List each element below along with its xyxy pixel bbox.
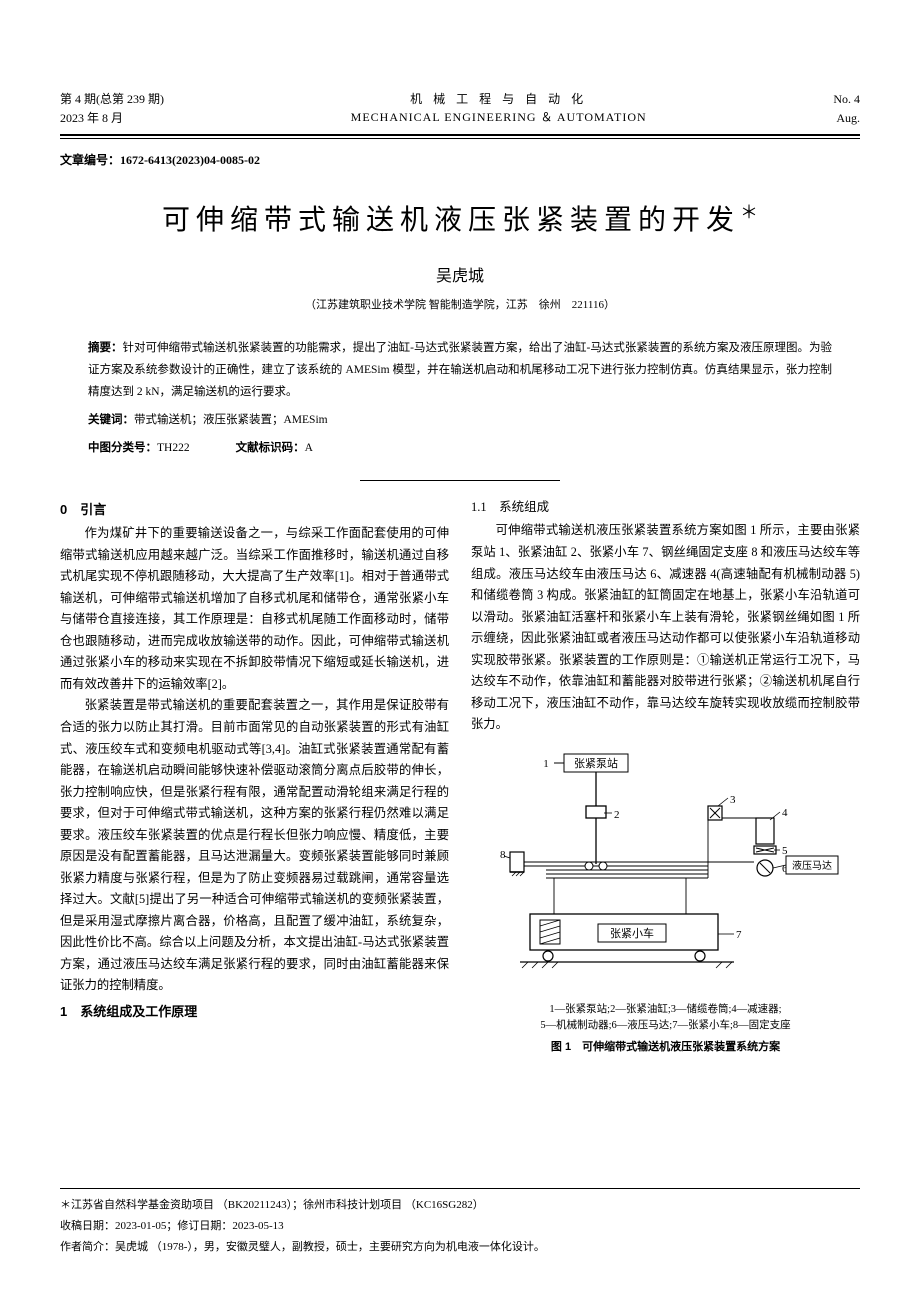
keywords-label: 关键词： bbox=[88, 414, 134, 426]
page-header: 第 4 期(总第 239 期) 2023 年 8 月 机 械 工 程 与 自 动… bbox=[60, 90, 860, 128]
keywords: 关键词：带式输送机；液压张紧装置；AMESim bbox=[88, 410, 832, 432]
footnote-funding: ＊江苏省自然科学基金资助项目 （BK20211243）；徐州市科技计划项目 （K… bbox=[60, 1195, 860, 1216]
fig-num-2: 2 bbox=[614, 809, 620, 821]
header-right: No. 4 Aug. bbox=[833, 90, 860, 128]
figure-1-part-labels: 1—张紧泵站;2—张紧油缸;3—储缆卷筒;4—减速器;5—机械制动器;6—液压马… bbox=[471, 1002, 860, 1036]
left-column: 0 引言 作为煤矿井下的重要输送设备之一，与综采工作面配套使用的可伸缩带式输送机… bbox=[60, 495, 449, 1058]
doc-code-value: A bbox=[305, 442, 313, 454]
subsection-1-1-title: 1.1 系统组成 bbox=[471, 497, 860, 519]
fig-num-3: 3 bbox=[730, 794, 736, 806]
paragraph-1: 作为煤矿井下的重要输送设备之一，与综采工作面配套使用的可伸缩带式输送机应用越来越… bbox=[60, 523, 449, 695]
fig-num-7: 7 bbox=[736, 929, 742, 941]
article-id-value: ：1672-6413(2023)04-0085-02 bbox=[108, 153, 260, 167]
issue-line-1: 第 4 期(总第 239 期) bbox=[60, 90, 164, 109]
title-star: ＊ bbox=[740, 203, 758, 223]
abstract-text: 针对可伸缩带式输送机张紧装置的功能需求，提出了油缸-马达式张紧装置方案，给出了油… bbox=[88, 342, 832, 398]
article-id: 文章编号：1672-6413(2023)04-0085-02 bbox=[60, 151, 860, 168]
header-rule-thick bbox=[60, 134, 860, 136]
doc-code-label: 文献标识码： bbox=[236, 442, 305, 454]
fig-num-8: 8 bbox=[500, 849, 506, 861]
clc-label: 中图分类号： bbox=[88, 442, 157, 454]
header-journal: 机 械 工 程 与 自 动 化 MECHANICAL ENGINEERING ＆… bbox=[164, 90, 833, 126]
right-line-2: Aug. bbox=[833, 109, 860, 128]
fig-num-1: 1 bbox=[543, 758, 549, 770]
clc-line: 中图分类号：TH222 文献标识码：A bbox=[88, 438, 832, 460]
paragraph-3: 可伸缩带式输送机液压张紧装置系统方案如图 1 所示，主要由张紧泵站 1、张紧油缸… bbox=[471, 520, 860, 735]
author: 吴虎城 bbox=[60, 262, 860, 286]
section-0-title: 0 引言 bbox=[60, 499, 449, 522]
section-1-title: 1 系统组成及工作原理 bbox=[60, 1001, 449, 1024]
abstract-block: 摘要：针对可伸缩带式输送机张紧装置的功能需求，提出了油缸-马达式张紧装置方案，给… bbox=[88, 338, 832, 459]
title-text: 可伸缩带式输送机液压张紧装置的开发 bbox=[162, 205, 740, 236]
figure-1: 张紧泵站 1 2 3 4 bbox=[471, 746, 860, 1058]
right-column: 1.1 系统组成 可伸缩带式输送机液压张紧装置系统方案如图 1 所示，主要由张紧… bbox=[471, 495, 860, 1058]
clc-value: TH222 bbox=[157, 442, 190, 454]
footnotes: ＊江苏省自然科学基金资助项目 （BK20211243）；徐州市科技计划项目 （K… bbox=[60, 1188, 860, 1258]
abstract: 摘要：针对可伸缩带式输送机张紧装置的功能需求，提出了油缸-马达式张紧装置方案，给… bbox=[88, 338, 832, 404]
header-issue: 第 4 期(总第 239 期) 2023 年 8 月 bbox=[60, 90, 164, 128]
figure-1-svg: 张紧泵站 1 2 3 4 bbox=[486, 746, 846, 996]
fig-num-4: 4 bbox=[782, 807, 788, 819]
affiliation: （江苏建筑职业技术学院 智能制造学院，江苏 徐州 221116） bbox=[60, 296, 860, 312]
fig-label-cart: 张紧小车 bbox=[610, 926, 654, 940]
body-columns: 0 引言 作为煤矿井下的重要输送设备之一，与综采工作面配套使用的可伸缩带式输送机… bbox=[60, 495, 860, 1058]
footnote-author-bio: 作者简介：吴虎城 （1978-），男，安徽灵璧人，副教授，硕士，主要研究方向为机… bbox=[60, 1237, 860, 1258]
paper-title: 可伸缩带式输送机液压张紧装置的开发＊ bbox=[60, 198, 860, 238]
fig-num-5: 5 bbox=[782, 845, 788, 857]
issue-line-2: 2023 年 8 月 bbox=[60, 109, 164, 128]
fig-label-pump: 张紧泵站 bbox=[574, 756, 618, 770]
right-line-1: No. 4 bbox=[833, 90, 860, 109]
journal-cn: 机 械 工 程 与 自 动 化 bbox=[164, 90, 833, 108]
footnote-dates: 收稿日期：2023-01-05；修订日期：2023-05-13 bbox=[60, 1216, 860, 1237]
keywords-text: 带式输送机；液压张紧装置；AMESim bbox=[134, 414, 328, 426]
figure-1-caption: 图 1 可伸缩带式输送机液压张紧装置系统方案 bbox=[471, 1038, 860, 1057]
journal-en: MECHANICAL ENGINEERING ＆ AUTOMATION bbox=[164, 108, 833, 126]
separator-rule bbox=[360, 480, 560, 481]
fig-label-motor: 液压马达 bbox=[792, 859, 832, 872]
header-rule-thin bbox=[60, 138, 860, 139]
footnote-rule bbox=[60, 1188, 860, 1189]
abstract-label: 摘要： bbox=[88, 342, 123, 354]
article-id-label: 文章编号 bbox=[60, 153, 108, 167]
paragraph-2: 张紧装置是带式输送机的重要配套装置之一，其作用是保证胶带有合适的张力以防止其打滑… bbox=[60, 695, 449, 996]
